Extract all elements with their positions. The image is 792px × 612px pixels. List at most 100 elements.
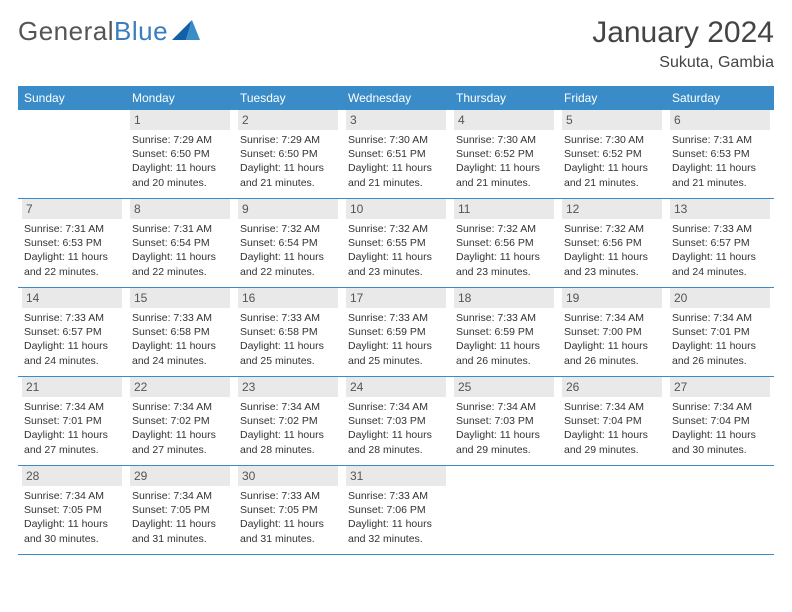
- daylight-text: Daylight: 11 hours and 31 minutes.: [240, 517, 338, 545]
- day-info: Sunrise: 7:33 AMSunset: 6:58 PMDaylight:…: [130, 311, 230, 368]
- daylight-text: Daylight: 11 hours and 21 minutes.: [240, 161, 338, 189]
- day-info: Sunrise: 7:34 AMSunset: 7:03 PMDaylight:…: [454, 400, 554, 457]
- day-cell: 10Sunrise: 7:32 AMSunset: 6:55 PMDayligh…: [342, 199, 450, 287]
- day-cell: 22Sunrise: 7:34 AMSunset: 7:02 PMDayligh…: [126, 377, 234, 465]
- triangle-icon: [172, 16, 200, 47]
- day-number: 1: [130, 110, 230, 130]
- sunset-text: Sunset: 6:54 PM: [132, 236, 230, 250]
- day-cell: 3Sunrise: 7:30 AMSunset: 6:51 PMDaylight…: [342, 110, 450, 198]
- day-number: 13: [670, 199, 770, 219]
- sunrise-text: Sunrise: 7:30 AM: [564, 133, 662, 147]
- sunrise-text: Sunrise: 7:33 AM: [348, 489, 446, 503]
- sunset-text: Sunset: 7:02 PM: [132, 414, 230, 428]
- day-cell: 20Sunrise: 7:34 AMSunset: 7:01 PMDayligh…: [666, 288, 774, 376]
- day-number: 6: [670, 110, 770, 130]
- day-info: Sunrise: 7:33 AMSunset: 6:58 PMDaylight:…: [238, 311, 338, 368]
- sunrise-text: Sunrise: 7:30 AM: [348, 133, 446, 147]
- day-number: 31: [346, 466, 446, 486]
- day-number: 14: [22, 288, 122, 308]
- day-info: Sunrise: 7:32 AMSunset: 6:54 PMDaylight:…: [238, 222, 338, 279]
- day-cell: 13Sunrise: 7:33 AMSunset: 6:57 PMDayligh…: [666, 199, 774, 287]
- logo-text-gray: General: [18, 16, 114, 47]
- sunrise-text: Sunrise: 7:34 AM: [672, 311, 770, 325]
- sunrise-text: Sunrise: 7:34 AM: [132, 489, 230, 503]
- sunset-text: Sunset: 6:59 PM: [456, 325, 554, 339]
- day-info: Sunrise: 7:34 AMSunset: 7:02 PMDaylight:…: [130, 400, 230, 457]
- sunrise-text: Sunrise: 7:34 AM: [348, 400, 446, 414]
- day-cell: [666, 466, 774, 554]
- day-cell: 9 Sunrise: 7:32 AMSunset: 6:54 PMDaylight…: [234, 199, 342, 287]
- daylight-text: Daylight: 11 hours and 28 minutes.: [240, 428, 338, 456]
- daylight-text: Daylight: 11 hours and 21 minutes.: [672, 161, 770, 189]
- day-number: 11: [454, 199, 554, 219]
- daylight-text: Daylight: 11 hours and 26 minutes.: [672, 339, 770, 367]
- daylight-text: Daylight: 11 hours and 21 minutes.: [456, 161, 554, 189]
- sunrise-text: Sunrise: 7:34 AM: [24, 400, 122, 414]
- sunrise-text: Sunrise: 7:34 AM: [240, 400, 338, 414]
- day-number: 24: [346, 377, 446, 397]
- day-cell: 5Sunrise: 7:30 AMSunset: 6:52 PMDaylight…: [558, 110, 666, 198]
- sunset-text: Sunset: 6:54 PM: [240, 236, 338, 250]
- day-info: Sunrise: 7:34 AMSunset: 7:03 PMDaylight:…: [346, 400, 446, 457]
- sunrise-text: Sunrise: 7:34 AM: [564, 311, 662, 325]
- day-cell: 17Sunrise: 7:33 AMSunset: 6:59 PMDayligh…: [342, 288, 450, 376]
- week-row: 28Sunrise: 7:34 AMSunset: 7:05 PMDayligh…: [18, 466, 774, 555]
- sunset-text: Sunset: 7:06 PM: [348, 503, 446, 517]
- sunset-text: Sunset: 6:52 PM: [564, 147, 662, 161]
- sunset-text: Sunset: 6:56 PM: [456, 236, 554, 250]
- sunrise-text: Sunrise: 7:32 AM: [564, 222, 662, 236]
- day-info: Sunrise: 7:32 AMSunset: 6:55 PMDaylight:…: [346, 222, 446, 279]
- sunrise-text: Sunrise: 7:34 AM: [132, 400, 230, 414]
- day-number: 27: [670, 377, 770, 397]
- day-info: Sunrise: 7:34 AMSunset: 7:01 PMDaylight:…: [670, 311, 770, 368]
- daylight-text: Daylight: 11 hours and 23 minutes.: [564, 250, 662, 278]
- sunset-text: Sunset: 6:51 PM: [348, 147, 446, 161]
- sunrise-text: Sunrise: 7:29 AM: [132, 133, 230, 147]
- day-number: 18: [454, 288, 554, 308]
- day-info: Sunrise: 7:31 AMSunset: 6:53 PMDaylight:…: [22, 222, 122, 279]
- day-info: Sunrise: 7:29 AMSunset: 6:50 PMDaylight:…: [238, 133, 338, 190]
- day-info: Sunrise: 7:33 AMSunset: 7:05 PMDaylight:…: [238, 489, 338, 546]
- day-cell: 1Sunrise: 7:29 AMSunset: 6:50 PMDaylight…: [126, 110, 234, 198]
- day-number: 9: [238, 199, 338, 219]
- day-number: 3: [346, 110, 446, 130]
- day-cell: 24 Sunrise: 7:34 AMSunset: 7:03 PMDayligh…: [342, 377, 450, 465]
- sunrise-text: Sunrise: 7:31 AM: [672, 133, 770, 147]
- day-cell: 14 Sunrise: 7:33 AMSunset: 6:57 PMDayligh…: [18, 288, 126, 376]
- sunset-text: Sunset: 6:56 PM: [564, 236, 662, 250]
- sunrise-text: Sunrise: 7:32 AM: [240, 222, 338, 236]
- sunset-text: Sunset: 6:50 PM: [240, 147, 338, 161]
- title-block: January 2024 Sukuta, Gambia: [592, 16, 774, 72]
- sunset-text: Sunset: 7:05 PM: [24, 503, 122, 517]
- month-title: January 2024: [592, 16, 774, 50]
- daylight-text: Daylight: 11 hours and 26 minutes.: [564, 339, 662, 367]
- week-row: 7Sunrise: 7:31 AMSunset: 6:53 PMDaylight…: [18, 199, 774, 288]
- location: Sukuta, Gambia: [592, 54, 774, 72]
- sunset-text: Sunset: 7:01 PM: [672, 325, 770, 339]
- sunrise-text: Sunrise: 7:31 AM: [24, 222, 122, 236]
- sunrise-text: Sunrise: 7:30 AM: [456, 133, 554, 147]
- daylight-text: Daylight: 11 hours and 32 minutes.: [348, 517, 446, 545]
- daylight-text: Daylight: 11 hours and 22 minutes.: [24, 250, 122, 278]
- logo-text-blue: Blue: [114, 16, 168, 47]
- sunset-text: Sunset: 6:58 PM: [132, 325, 230, 339]
- daylight-text: Daylight: 11 hours and 23 minutes.: [456, 250, 554, 278]
- day-info: Sunrise: 7:34 AMSunset: 7:04 PMDaylight:…: [670, 400, 770, 457]
- day-info: Sunrise: 7:33 AMSunset: 6:57 PMDaylight:…: [22, 311, 122, 368]
- day-number: 12: [562, 199, 662, 219]
- day-number: 17: [346, 288, 446, 308]
- day-info: Sunrise: 7:34 AMSunset: 7:00 PMDaylight:…: [562, 311, 662, 368]
- sunset-text: Sunset: 6:57 PM: [672, 236, 770, 250]
- daylight-text: Daylight: 11 hours and 23 minutes.: [348, 250, 446, 278]
- sunset-text: Sunset: 7:03 PM: [348, 414, 446, 428]
- day-cell: 18Sunrise: 7:33 AMSunset: 6:59 PMDayligh…: [450, 288, 558, 376]
- day-cell: 31 Sunrise: 7:33 AMSunset: 7:06 PMDayligh…: [342, 466, 450, 554]
- week-row: 21Sunrise: 7:34 AMSunset: 7:01 PMDayligh…: [18, 377, 774, 466]
- sunrise-text: Sunrise: 7:33 AM: [348, 311, 446, 325]
- sunset-text: Sunset: 7:05 PM: [132, 503, 230, 517]
- sunrise-text: Sunrise: 7:33 AM: [240, 311, 338, 325]
- sunset-text: Sunset: 6:57 PM: [24, 325, 122, 339]
- week-row: 14Sunrise: 7:33 AMSunset: 6:57 PMDayligh…: [18, 288, 774, 377]
- sunset-text: Sunset: 6:59 PM: [348, 325, 446, 339]
- dow-cell: Saturday: [666, 86, 774, 110]
